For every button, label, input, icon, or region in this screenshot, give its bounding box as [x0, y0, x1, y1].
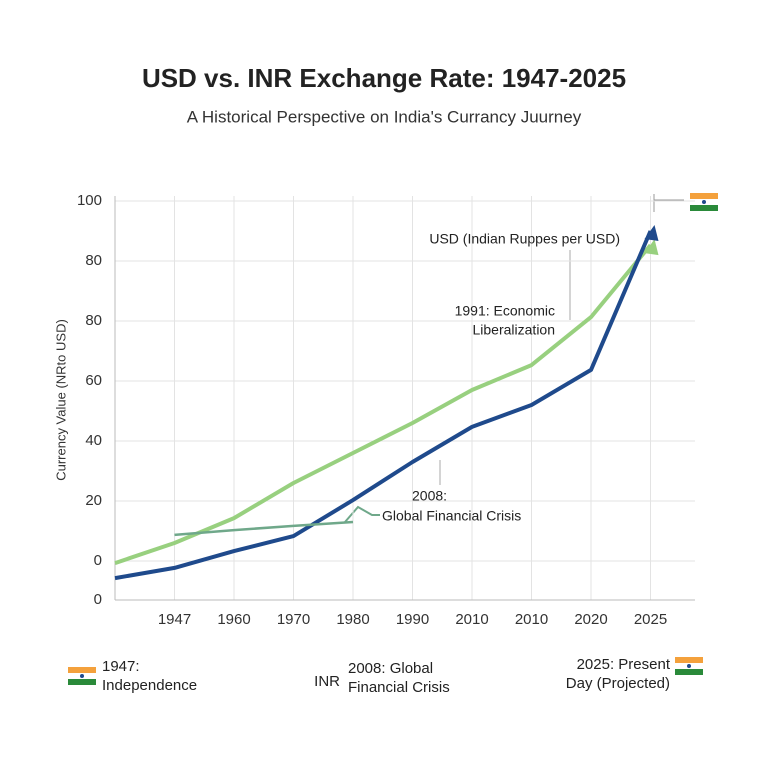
y-tick-label: 0 [94, 552, 102, 569]
y-tick-label: 80 [85, 252, 102, 269]
annotation: Independence [102, 677, 197, 694]
annotation: 1991: Economic [455, 303, 555, 319]
y-tick-label: 0 [94, 591, 102, 608]
series-label: USD (Indian Ruppes per USD) [429, 231, 620, 247]
y-axis-label: Currency Value (NRto USD) [53, 319, 68, 481]
x-tick-label: 1990 [396, 611, 429, 628]
y-tick-label: 60 [85, 372, 102, 389]
annotation: Financial Crisis [348, 679, 450, 696]
x-tick-label: 2010 [455, 611, 488, 628]
x-tick-label: 1960 [217, 611, 250, 628]
x-tick-label: 2020 [574, 611, 607, 628]
line-arrow [644, 225, 659, 241]
x-tick-label: 1980 [336, 611, 369, 628]
annotation-spike [344, 505, 380, 523]
annotation: 2008: [412, 488, 447, 504]
annotation: 2025: Present [577, 656, 671, 673]
y-tick-label: 40 [85, 432, 102, 449]
line-series [114, 230, 653, 581]
x-tick-label: 2025 [634, 611, 667, 628]
annotation: Liberalization [473, 322, 556, 338]
series-label: INR [314, 673, 340, 690]
flag-left [68, 667, 96, 685]
y-tick-label: 100 [77, 192, 102, 209]
y-tick-label: 80 [85, 312, 102, 329]
line-series [174, 520, 354, 537]
chart-title: USD vs. INR Exchange Rate: 1947-2025 [142, 63, 626, 93]
x-tick-label: 1970 [277, 611, 310, 628]
flag-top [653, 193, 718, 212]
chart-subtitle: A Historical Perspective on India's Curr… [187, 107, 582, 126]
line-arrow [644, 239, 659, 256]
line-series [114, 243, 653, 565]
annotation: Day (Projected) [566, 675, 670, 692]
annotation: Global Financial Crisis [382, 508, 521, 524]
y-tick-label: 20 [85, 492, 102, 509]
annotation: 1947: [102, 658, 140, 675]
annotation: 2008: Global [348, 660, 433, 677]
x-tick-label: 2010 [515, 611, 548, 628]
x-tick-label: 1947 [158, 611, 191, 628]
flag-right [675, 657, 703, 675]
